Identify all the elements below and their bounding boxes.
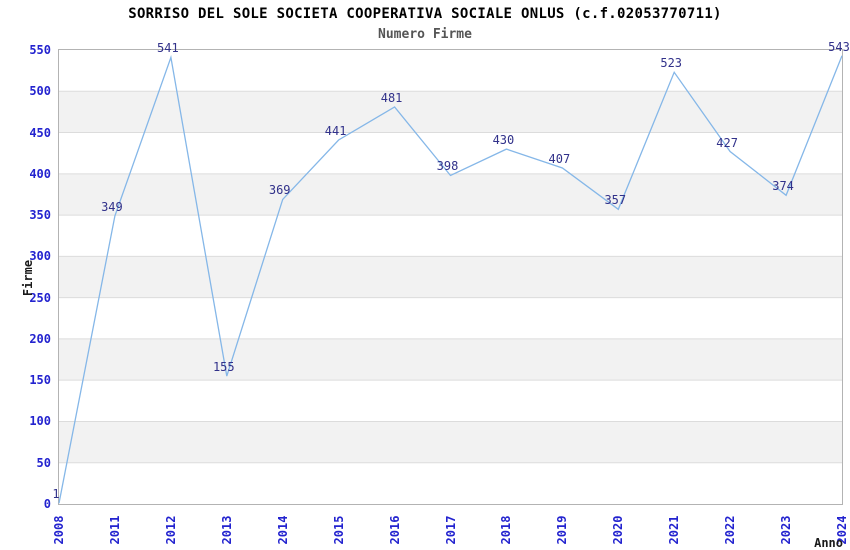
x-axis-title: Anno (814, 536, 843, 550)
y-tick-label: 450 (29, 125, 51, 140)
y-tick-label: 50 (36, 455, 51, 470)
y-tick-label: 0 (43, 497, 51, 511)
line-chart-svg (58, 54, 843, 504)
x-tick-label: 2013 (219, 515, 234, 545)
data-point-label: 441 (324, 123, 347, 138)
band (59, 256, 842, 298)
y-tick-label: 500 (29, 84, 51, 99)
data-point-label: 349 (101, 199, 123, 214)
data-point-label: 357 (604, 193, 627, 208)
band (59, 91, 842, 133)
x-tick-label: 2021 (667, 515, 682, 545)
x-tick-label: 2012 (163, 515, 178, 545)
x-tick-label: 2016 (387, 515, 402, 545)
x-tick-label: 2020 (611, 515, 626, 545)
x-tick-label: 2015 (331, 515, 346, 545)
y-tick-label: 150 (29, 373, 51, 388)
data-point-label: 481 (380, 90, 403, 105)
y-tick-label: 400 (29, 166, 51, 181)
data-point-label: 427 (716, 135, 738, 150)
x-tick-label: 2019 (555, 515, 570, 545)
y-axis-title: Firme (21, 259, 35, 297)
x-tick-label: 2011 (107, 515, 122, 545)
plot-area (58, 49, 843, 505)
data-point-label: 543 (828, 39, 850, 54)
band (59, 421, 842, 463)
data-point-label: 523 (660, 56, 683, 71)
data-point-label: 398 (436, 159, 459, 174)
x-tick-label: 2023 (779, 515, 794, 545)
y-tick-label: 200 (29, 331, 51, 346)
chart-subtitle: Numero Firme (378, 27, 472, 42)
y-tick-label: 250 (29, 290, 51, 305)
data-point-label: 407 (548, 152, 571, 167)
data-point-label: 541 (157, 41, 179, 56)
x-tick-label: 2022 (723, 515, 738, 545)
x-tick-label: 2017 (443, 515, 458, 545)
band (59, 338, 842, 381)
data-point-label: 369 (268, 183, 291, 198)
data-point-label: 430 (492, 133, 515, 148)
series-line (58, 54, 843, 504)
y-tick-label: 100 (29, 414, 51, 429)
chart-title: SORRISO DEL SOLE SOCIETA COOPERATIVA SOC… (128, 6, 722, 22)
data-point-label: 1 (52, 487, 60, 502)
y-tick-label: 350 (29, 208, 51, 223)
data-point-label: 374 (772, 179, 794, 194)
y-tick-label: 300 (29, 249, 51, 264)
x-tick-label: 2018 (499, 515, 514, 545)
band (59, 173, 842, 216)
y-tick-label: 550 (29, 43, 51, 57)
x-tick-label: 2008 (52, 515, 66, 545)
x-tick-label: 2014 (275, 515, 290, 545)
data-point-label: 155 (212, 360, 235, 375)
